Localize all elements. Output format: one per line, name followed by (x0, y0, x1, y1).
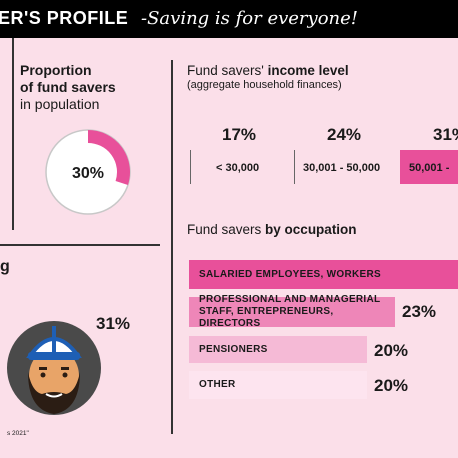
income-bracket-line-1 (190, 150, 191, 184)
bearded-man-avatar-icon (7, 321, 101, 415)
occupation-label-professional: PROFESSIONAL AND MANAGERIAL STAFF, ENTRE… (199, 294, 381, 329)
occupation-value-professional: 23% (402, 302, 437, 321)
income-bracket-highlight (400, 150, 458, 184)
proportion-title: Proportion of fund savers in population (20, 62, 150, 113)
avatar-face (29, 348, 79, 404)
occupation-label-salaried: SALARIED EMPLOYEES, WORKERS (199, 268, 382, 280)
occupation-title-bold: by occupation (265, 222, 357, 237)
avatar-beard (28, 372, 80, 414)
divider-horizontal (0, 244, 160, 246)
lower-left-title-fragment: g (0, 258, 10, 275)
income-title-bold: income level (267, 63, 349, 78)
avatar-cap-band (28, 352, 80, 360)
occupation-bar-professional: PROFESSIONAL AND MANAGERIAL STAFF, ENTRE… (189, 294, 395, 329)
income-bracket-line-2 (294, 150, 295, 184)
avatar-eye-left (40, 372, 46, 378)
header-title: ER'S PROFILE (0, 8, 129, 28)
income-percent-1: 17% (222, 125, 257, 144)
proportion-title-line1: Proportion (20, 62, 92, 78)
avatar-mouth (45, 393, 63, 398)
avatar-eye-right (62, 372, 68, 378)
income-range-1: < 30,000 (216, 162, 260, 174)
occupation-label-other: OTHER (199, 379, 236, 390)
proportion-title-line2: of fund savers (20, 79, 116, 95)
income-range-2: 30,001 - 50,000 (303, 162, 381, 174)
ring-arc (87, 130, 130, 185)
occupation-label-pensioners: PENSIONERS (199, 343, 268, 355)
income-title: Fund savers' income level (187, 63, 349, 78)
occupation-title-plain: Fund savers (187, 222, 266, 237)
proportion-value: 30% (72, 165, 104, 182)
occupation-value-pensioners: 20% (374, 341, 409, 360)
occupation-bar-other: OTHER (189, 371, 367, 399)
avatar-eyebrow-left (39, 367, 47, 370)
proportion-ring: 30% (45, 129, 131, 215)
income-title-plain: Fund savers' (187, 63, 268, 78)
occupation-bar-pensioners: PENSIONERS (189, 336, 367, 363)
income-subtitle: (aggregate household finances) (187, 79, 342, 91)
proportion-title-line3: in population (20, 96, 100, 112)
source-note: s 2021" (7, 430, 29, 437)
header-bar: ER'S PROFILE -Saving is for everyone! (0, 0, 458, 38)
divider-center (171, 60, 173, 434)
income-percent-2: 24% (327, 125, 362, 144)
occupation-value-other: 20% (374, 376, 409, 395)
income-percent-3: 31% (433, 125, 458, 144)
income-range-3: 50,001 - (409, 162, 450, 174)
occupation-title: Fund savers by occupation (187, 222, 357, 237)
divider-left (12, 38, 14, 230)
occupation-bar-salaried: SALARIED EMPLOYEES, WORKERS (189, 260, 458, 289)
lower-left-percent: 31% (96, 314, 131, 333)
header-tagline: -Saving is for everyone! (141, 8, 359, 29)
avatar-eyebrow-right (61, 367, 69, 370)
